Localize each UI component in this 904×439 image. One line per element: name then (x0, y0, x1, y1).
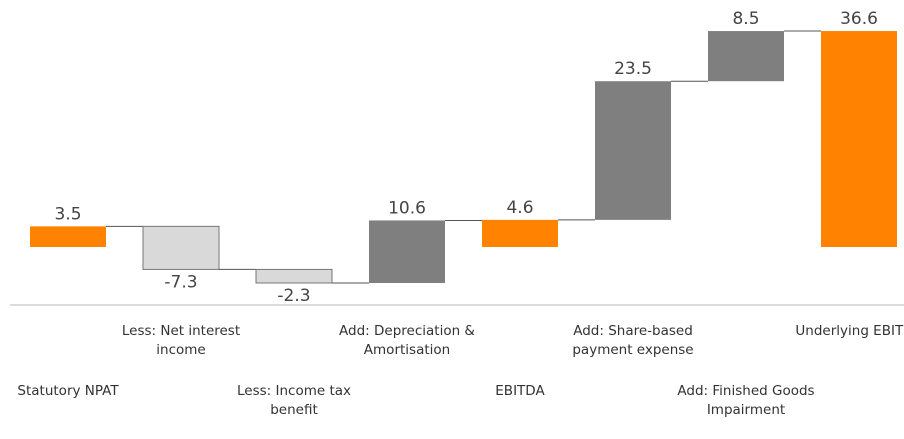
value-label: -7.3 (164, 272, 197, 292)
value-label: 4.6 (506, 198, 533, 218)
bar (482, 219, 558, 247)
bar (369, 220, 445, 283)
value-label: 23.5 (614, 59, 652, 79)
bar (30, 226, 106, 247)
value-label: 8.5 (732, 9, 759, 29)
value-label: -2.3 (277, 286, 310, 306)
bar (821, 31, 897, 248)
bar (595, 81, 671, 220)
bar (255, 268, 333, 284)
category-label: Add: Depreciation & Amortisation (339, 323, 475, 358)
value-label: 36.6 (840, 9, 878, 29)
category-label: Less: Net interest income (121, 323, 241, 358)
value-label: 10.6 (388, 198, 426, 218)
category-label: Underlying EBITDA (795, 323, 904, 339)
category-label: Add: Finished Goods Impairment (677, 383, 815, 418)
category-label: Add: Share-based payment expense (572, 323, 694, 358)
category-label: Less: Income tax benefit (236, 383, 352, 418)
category-label: Statutory NPAT (17, 383, 119, 399)
bar (142, 225, 220, 270)
value-label: 3.5 (54, 204, 81, 224)
bar (708, 31, 784, 82)
category-label: EBITDA (495, 383, 545, 399)
